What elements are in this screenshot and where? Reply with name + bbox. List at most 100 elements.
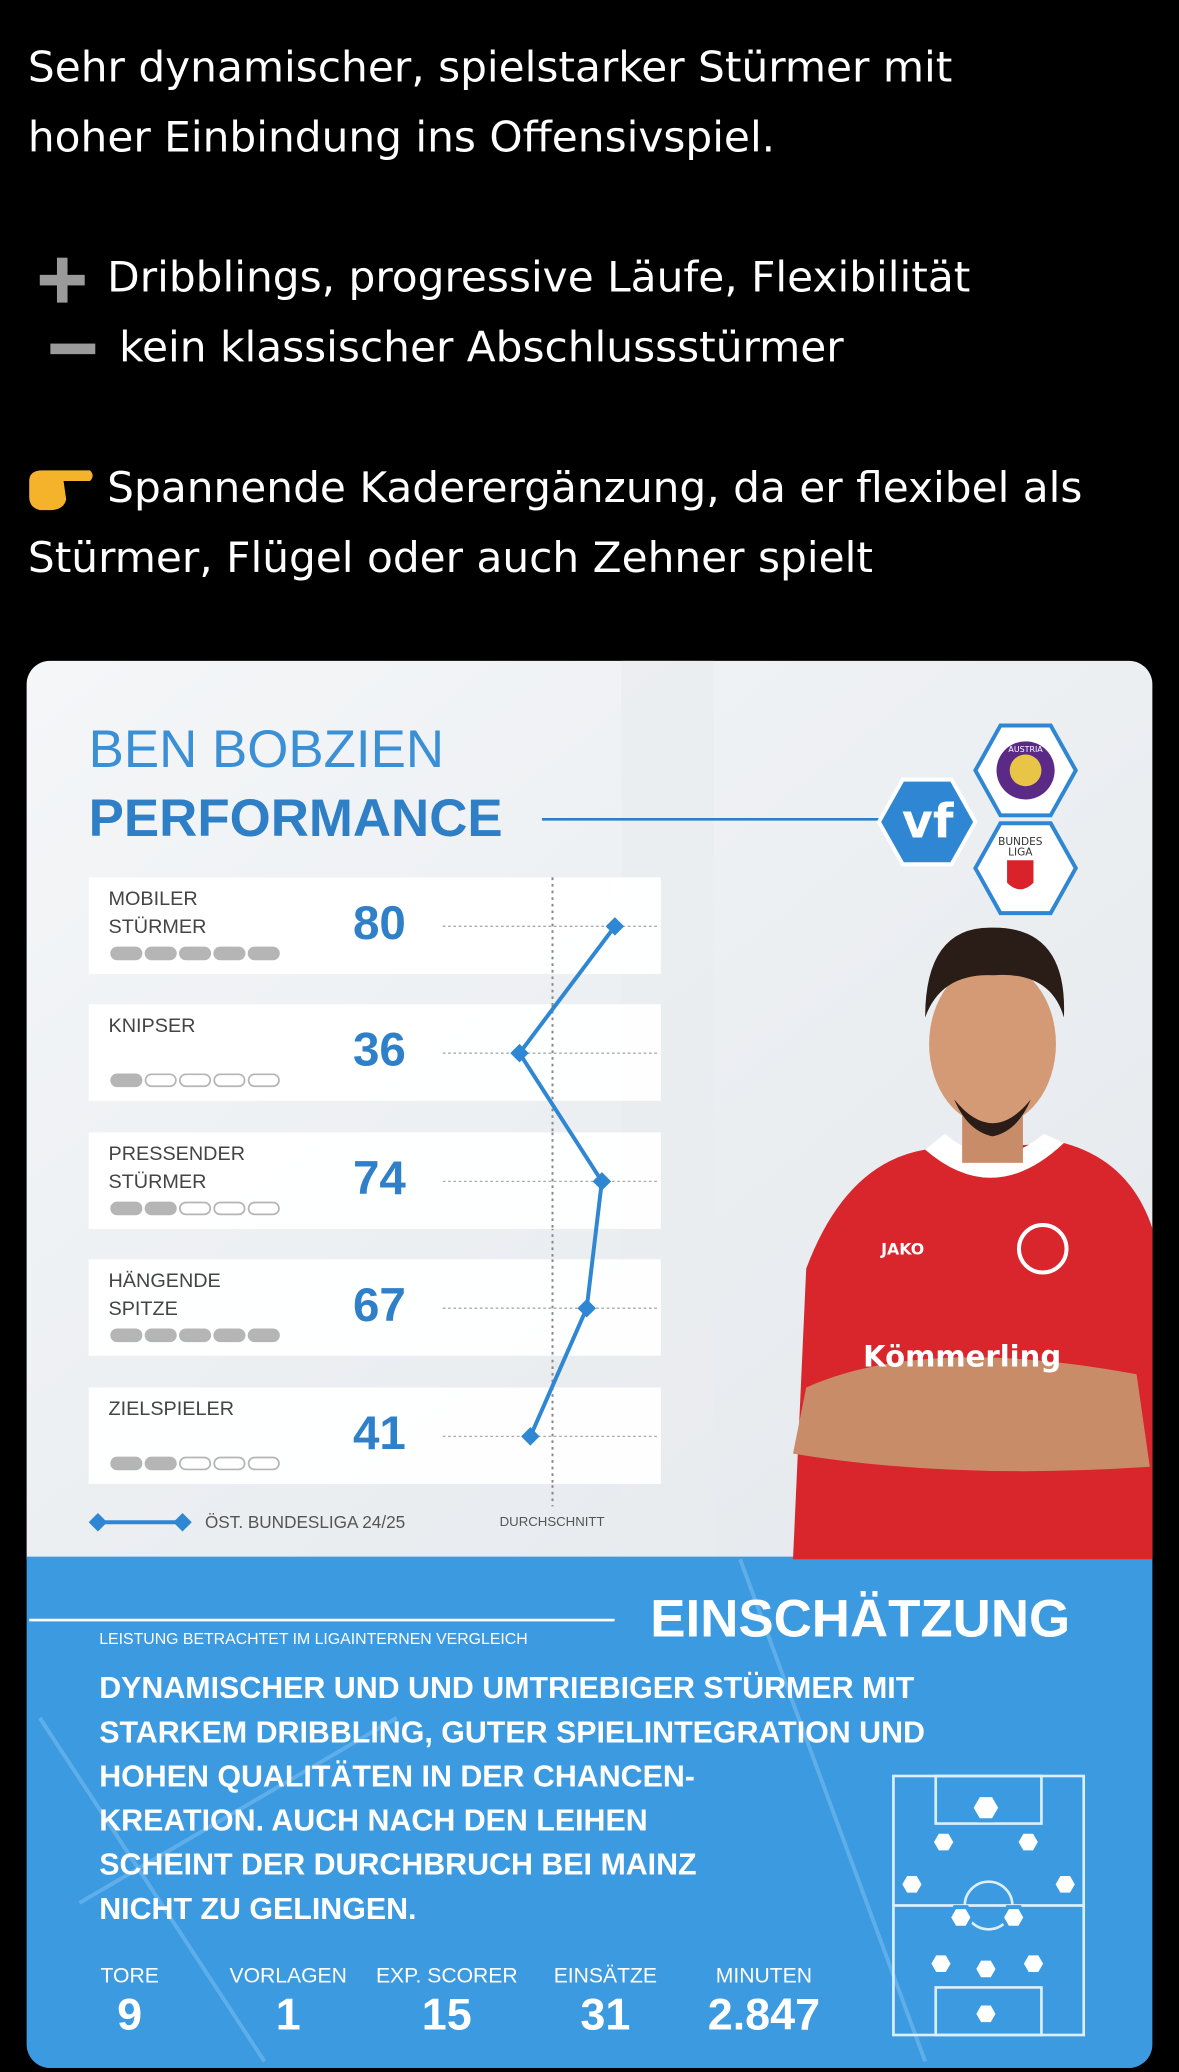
player-name: BEN BOBZIEN [89, 720, 444, 779]
logo-text: vf [902, 795, 955, 850]
assessment-line: SCHEINT DER DURCHBRUCH BEI MAINZ [99, 1848, 696, 1882]
position-hex [999, 1905, 1028, 1930]
dot [144, 946, 177, 961]
rating-label: KNIPSER [109, 1015, 196, 1037]
rating-marker [577, 1298, 596, 1318]
dot [144, 1073, 177, 1088]
rating-marker [592, 1172, 612, 1191]
rating-marker [510, 1043, 529, 1063]
ratings: MOBILER STÜRMER 80 KNIPSER 36 PRESSENDER STÜRM… [88, 877, 661, 1507]
stat-value: 31 [580, 1989, 630, 2040]
dot [178, 1073, 212, 1088]
position-hex [969, 1793, 1003, 1823]
rating-label: HÄNGENDE [109, 1270, 221, 1292]
dot [110, 1456, 143, 1471]
position-hex [1019, 1951, 1048, 1976]
dot [144, 1456, 177, 1471]
tweet-pros: Dribblings, progressive Läufe, Flexibili… [107, 253, 970, 302]
rating-label: SPITZE [109, 1298, 178, 1320]
dot [247, 946, 280, 961]
pointing-hand-icon [29, 470, 93, 511]
stat-label: EINSÄTZE [554, 1964, 657, 1987]
dot [110, 1328, 143, 1343]
player-photo: JAKO Kömmerling [793, 927, 1153, 1560]
stat-value: 1 [276, 1989, 301, 2040]
tweet-line: Sehr dynamischer, spielstarker Stürmer m… [28, 43, 952, 92]
dot [247, 1201, 280, 1216]
league-badge-shield [1007, 860, 1034, 890]
position-hex [1014, 1829, 1043, 1855]
note: LEISTUNG BETRACHTET IM LIGAINTERNEN VERG… [99, 1631, 527, 1648]
legend-average: DURCHSCHNITT [500, 1514, 605, 1529]
formation [897, 1793, 1080, 2027]
dot [247, 1328, 280, 1343]
rating-dots [110, 1201, 280, 1216]
assessment: DYNAMISCHER UND UND UMTRIEBIGER STÜRMER … [99, 1671, 925, 1926]
club-badge-center [1009, 754, 1042, 787]
dot [213, 1456, 246, 1471]
dot [110, 946, 143, 961]
club-badge-text: AUSTRIA [1008, 745, 1043, 754]
logo-hex [876, 777, 978, 867]
rating-value: 41 [353, 1407, 406, 1460]
rating-marker [605, 917, 625, 936]
dot [178, 1328, 212, 1343]
dot [110, 1201, 143, 1216]
position-hex [1051, 1872, 1080, 1897]
dot [213, 1328, 246, 1343]
rating-value: 67 [353, 1279, 406, 1332]
dot [178, 1201, 212, 1216]
dot [213, 1073, 246, 1088]
tweet-line: hoher Einbindung ins Offensivspiel. [28, 113, 775, 162]
rating-label: ZIELSPIELER [109, 1398, 235, 1420]
assessment-line: KREATION. AUCH NACH DEN LEIHEN [99, 1804, 647, 1838]
tweet-cons: kein klassischer Abschlussstürmer [119, 323, 844, 372]
rating-marker [521, 1427, 540, 1446]
jersey-brand: JAKO [880, 1240, 924, 1259]
rating-label: STÜRMER [109, 916, 207, 938]
league-badge-text: BUNDES [998, 836, 1043, 848]
dot [144, 1201, 177, 1216]
dot [247, 1456, 280, 1471]
rating-label: STÜRMER [109, 1171, 207, 1193]
league-badge-text: LIGA [1008, 846, 1033, 858]
position-hex [946, 1905, 976, 1930]
rating-value: 80 [353, 897, 406, 950]
stat-label: EXP. SCORER [376, 1964, 518, 1987]
legend-marker [173, 1513, 192, 1532]
rating-dots [110, 1073, 280, 1088]
rating-dots [110, 946, 280, 961]
assessment-line: HOHEN QUALITÄTEN IN DER CHANCEN- [99, 1759, 695, 1793]
legend-marker [88, 1513, 108, 1532]
card: BEN BOBZIEN PERFORMANCE vf AUSTRIA BUNDE… [26, 660, 1153, 2069]
stat-value: 9 [117, 1989, 142, 2040]
rating-label: MOBILER [109, 888, 198, 910]
dot [144, 1328, 177, 1343]
assessment-title: EINSCHÄTZUNG [650, 1590, 1070, 1649]
dot [213, 946, 246, 961]
position-hex [897, 1872, 927, 1897]
position-hex [971, 2001, 1001, 2027]
jersey-sponsor: Kömmerling [863, 1339, 1061, 1373]
dot [178, 1456, 212, 1471]
dot [213, 1201, 246, 1216]
dot [247, 1073, 280, 1088]
stat-value: 2.847 [708, 1989, 820, 2040]
assessment-line: DYNAMISCHER UND UND UMTRIEBIGER STÜRMER … [99, 1671, 914, 1705]
stat-value: 15 [422, 1989, 472, 2040]
tweet-line: Spannende Kaderergänzung, da er flexibel… [107, 463, 1082, 512]
tweet-line: Stürmer, Flügel oder auch Zehner spielt [28, 533, 873, 582]
stat-label: MINUTEN [716, 1964, 812, 1987]
position-hex [971, 1956, 1001, 1982]
legend-series: ÖST. BUNDESLIGA 24/25 [205, 1512, 405, 1532]
minus-icon [50, 343, 96, 355]
assessment-line: STARKEM DRIBBLING, GUTER SPIELINTEGRATIO… [99, 1715, 925, 1749]
stat-label: TORE [100, 1964, 158, 1987]
dot [178, 946, 212, 961]
position-hex [929, 1829, 958, 1855]
position-hex [926, 1951, 956, 1976]
rating-dots [110, 1456, 280, 1471]
card-title: PERFORMANCE [89, 789, 503, 848]
